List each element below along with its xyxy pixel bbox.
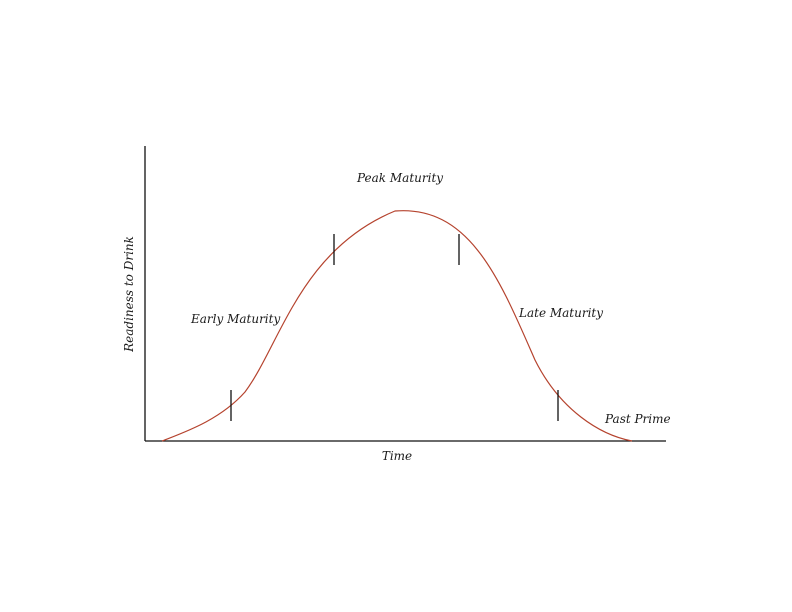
stage-label-past-prime: Past Prime [604,412,671,426]
stage-label-peak-maturity: Peak Maturity [356,171,443,185]
stage-label-early-maturity: Early Maturity [190,312,280,326]
y-axis-label: Readiness to Drink [122,236,136,353]
x-axis-label: Time [382,449,412,463]
stage-label-late-maturity: Late Maturity [518,306,603,320]
maturity-curve [161,210,633,442]
